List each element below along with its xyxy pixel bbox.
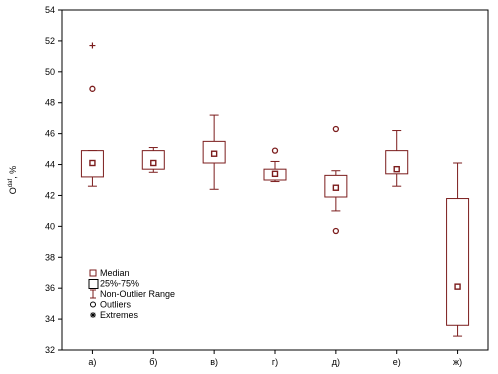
box-group: [202, 114, 226, 190]
median-marker: [89, 159, 96, 167]
y-tick-label: 42: [45, 190, 55, 200]
outlier-point: [89, 85, 96, 92]
box-iqr: [385, 150, 409, 175]
y-tick-label: 32: [45, 345, 55, 355]
legend-label: Non-Outlier Range: [100, 289, 175, 299]
y-tick-label: 38: [45, 252, 55, 262]
x-category-label: в): [210, 357, 218, 367]
box-group: [141, 147, 165, 173]
x-axis: а) б) в) г) д) е) ж): [88, 350, 462, 367]
box-series: [80, 42, 470, 337]
median-marker: [271, 170, 279, 178]
median-marker: [332, 184, 340, 191]
box-iqr: [446, 198, 470, 326]
y-tick-label: 34: [45, 314, 55, 324]
y-tick-label: 44: [45, 160, 55, 170]
x-category-label: г): [272, 357, 278, 367]
x-category-label: е): [393, 357, 401, 367]
legend-outlier-symbol: [90, 301, 96, 308]
median-marker: [210, 150, 218, 157]
box-group: [263, 147, 287, 183]
legend-label: 25%-75%: [100, 279, 139, 289]
y-axis-title-main: O: [8, 187, 18, 194]
y-tick-label: 50: [45, 67, 55, 77]
y-tick-label: 36: [45, 283, 55, 293]
legend-median-symbol: [89, 269, 97, 277]
y-tick-label: 54: [45, 5, 55, 15]
x-category-label: б): [149, 357, 157, 367]
y-axis-title: Odaf, %: [8, 166, 18, 194]
outlier-point: [332, 227, 340, 235]
legend-box-symbol: [88, 279, 99, 289]
y-tick-label: 48: [45, 98, 55, 108]
extreme-point: [89, 42, 96, 49]
box-group: [80, 42, 104, 187]
y-axis-title-unit: , %: [8, 166, 18, 179]
legend-extreme-symbol: [90, 312, 96, 318]
median-marker: [393, 165, 400, 173]
outlier-point: [271, 147, 279, 154]
legend-label: Outliers: [100, 300, 132, 310]
box-group: [324, 125, 348, 235]
median-marker: [150, 159, 157, 167]
outlier-point: [332, 125, 340, 133]
y-axis-title-sup: daf: [8, 178, 14, 187]
box-group: [385, 130, 409, 187]
y-tick-label: 52: [45, 36, 55, 46]
legend-whisker-symbol: [90, 289, 96, 299]
y-tick-label: 40: [45, 221, 55, 231]
box-group: [446, 162, 470, 337]
legend-label: Extremes: [100, 310, 139, 320]
median-marker: [454, 283, 461, 290]
x-category-label: а): [88, 357, 96, 367]
y-axis: 32 34 36 38 40 42 44 46 48 50 52 54: [45, 5, 62, 355]
y-tick-label: 46: [45, 129, 55, 139]
legend-label: Median: [100, 268, 130, 278]
x-category-label: ж): [453, 357, 462, 367]
x-category-label: д): [332, 357, 340, 367]
